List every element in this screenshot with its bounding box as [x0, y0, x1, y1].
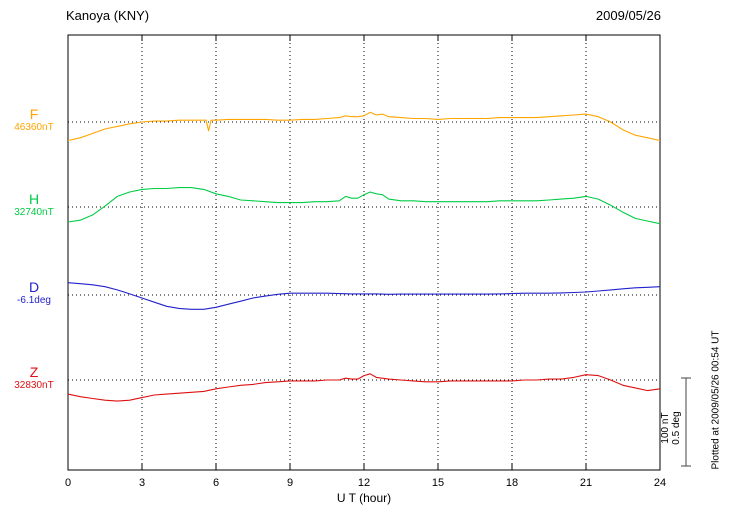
x-tick-label: 12: [358, 477, 370, 489]
series-basevalue-D: -6.1deg: [17, 295, 51, 306]
x-tick-label: 3: [139, 477, 145, 489]
x-tick-label: 6: [213, 477, 219, 489]
series-basevalue-H: 32740nT: [14, 207, 54, 218]
trace-H: [67, 187, 661, 225]
series-label-D: D -6.1deg: [4, 279, 64, 307]
scale-deg-label: 0.5 deg: [671, 411, 682, 445]
x-tick-label: 15: [432, 477, 444, 489]
x-axis-label: U T (hour): [336, 491, 392, 505]
series-name-F: F: [29, 106, 39, 122]
x-tick-label: 9: [287, 477, 293, 489]
series-basevalue-Z: 32830nT: [14, 380, 54, 391]
plot-frame: [67, 34, 661, 471]
trace-Z: [67, 373, 661, 402]
scale-nt-label: 100 nT: [660, 412, 671, 444]
scale-bar-label: 100 nT 0.5 deg: [660, 411, 682, 444]
series-label-Z: Z 32830nT: [4, 364, 64, 392]
x-tick-label: 18: [506, 477, 518, 489]
x-tick-label: 0: [65, 477, 71, 489]
series-name-D: D: [28, 279, 40, 295]
x-tick-label: 21: [580, 477, 592, 489]
series-label-H: H 32740nT: [4, 191, 64, 219]
x-tick-label: 24: [654, 477, 666, 489]
plot-footnote: Plotted at 2009/05/26 00:54 UT: [710, 330, 722, 470]
series-label-F: F 46360nT: [4, 106, 64, 134]
series-basevalue-F: 46360nT: [14, 122, 54, 133]
series-name-H: H: [28, 191, 40, 207]
date-label: 2009/05/26: [595, 8, 661, 23]
trace-D: [67, 282, 661, 310]
series-name-Z: Z: [29, 364, 39, 380]
station-title: Kanoya (KNY): [66, 8, 150, 23]
trace-F: [67, 111, 661, 142]
